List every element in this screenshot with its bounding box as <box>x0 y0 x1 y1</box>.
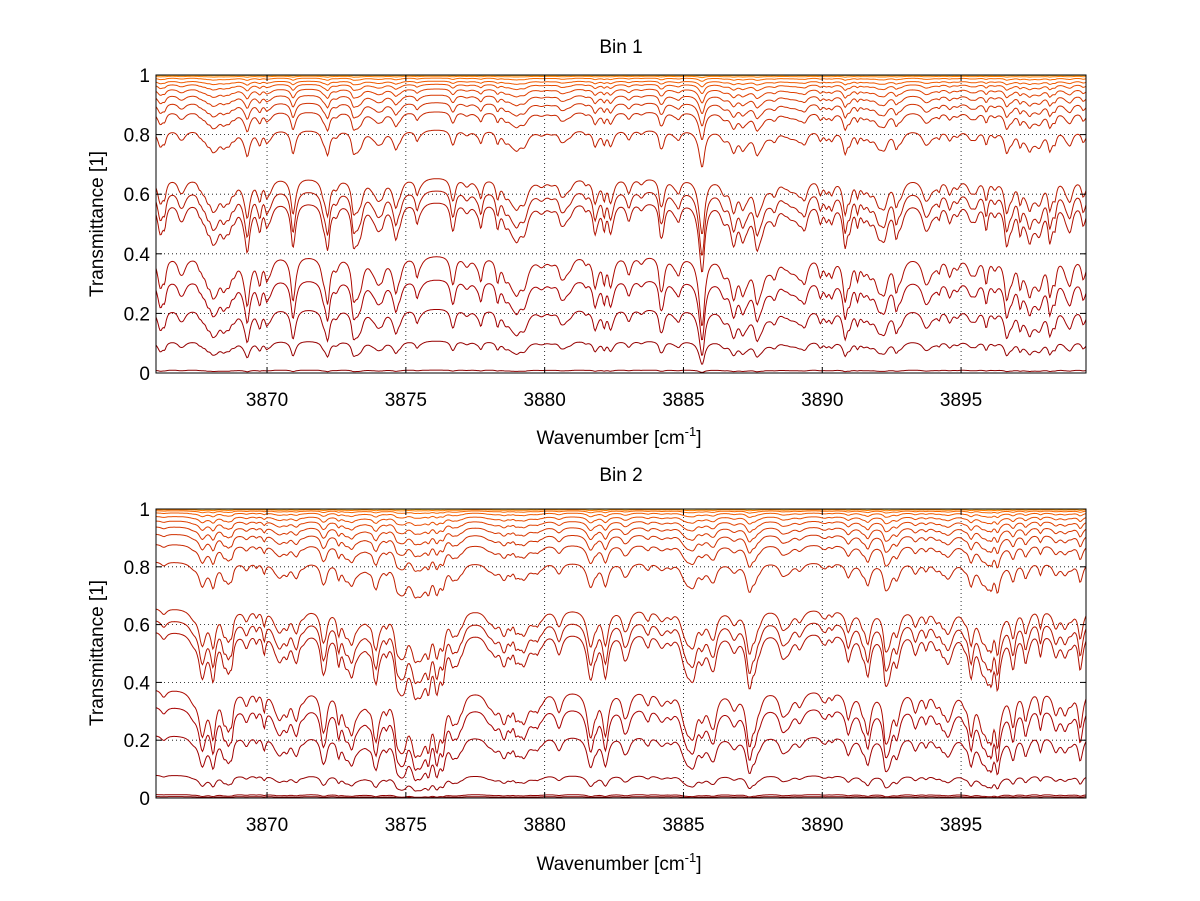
y-tick-label: 0.8 <box>124 126 150 147</box>
subplot-bin-1: Bin 1 3870 3875 3880 3885 3890 3895 0 0.2 0.4 0.… <box>87 37 1087 449</box>
series-line-layer-14 <box>155 83 1087 95</box>
grid-lines <box>156 75 1086 373</box>
series-line-layer-12 <box>155 94 1087 114</box>
series-line-layer-16 <box>155 512 1087 519</box>
series-line-layer-9 <box>155 129 1087 168</box>
y-tick-label: 0 <box>139 789 150 810</box>
x-tick-label: 3885 <box>662 815 704 836</box>
y-tick-label: 0.2 <box>124 304 150 325</box>
series-line-layer-6 <box>155 690 1087 759</box>
y-tick-label: 1 <box>139 66 150 87</box>
series-line-layer-13 <box>155 526 1087 546</box>
series-line-layer-8 <box>155 620 1087 685</box>
series-line-layer-5 <box>155 256 1087 326</box>
y-tick-label: 0.6 <box>124 185 150 206</box>
y-tick-label: 0.4 <box>124 245 151 266</box>
x-tick-label: 3875 <box>385 390 427 411</box>
series-line-layer-13 <box>155 88 1087 104</box>
y-tick-label: 0.8 <box>124 558 150 579</box>
y-tick-label: 1 <box>139 500 150 521</box>
series-line-layer-1 <box>155 369 1087 373</box>
x-tick-label: 3885 <box>662 390 704 411</box>
series-line-layer-8 <box>155 178 1087 235</box>
series-line-layer-10 <box>155 561 1087 599</box>
series-line-layer-5 <box>155 707 1087 771</box>
y-axis-label: Transmittance [1] <box>87 580 108 726</box>
x-tick-label: 3890 <box>801 390 843 411</box>
series-line-layer-4 <box>155 279 1087 341</box>
series-line-layer-3 <box>155 309 1087 356</box>
x-tick-label: 3895 <box>940 815 982 836</box>
grid-lines <box>156 509 1086 798</box>
series-line-layer-4 <box>155 735 1087 782</box>
x-tick-label: 3880 <box>524 390 566 411</box>
series-line-layer-11 <box>155 544 1087 572</box>
x-tick-label: 3870 <box>246 815 288 836</box>
series-line-layer-14 <box>155 520 1087 535</box>
series-line-layer-2 <box>156 794 1087 798</box>
x-ticks: 3870 3875 3880 3885 3890 3895 <box>246 75 982 411</box>
series-line-layer-12 <box>155 533 1087 558</box>
y-axis-label: Transmittance [1] <box>87 151 108 297</box>
series-line-layer-18 <box>156 509 1087 512</box>
series-line-layer-7 <box>155 632 1087 701</box>
series-line-layer-17 <box>155 75 1087 79</box>
series-line-layer-7 <box>155 190 1087 256</box>
y-ticks: 0 0.2 0.4 0.6 0.8 1 <box>124 66 1086 385</box>
chart-title: Bin 1 <box>599 37 642 58</box>
series-line-layer-16 <box>155 77 1087 82</box>
y-ticks: 0 0.2 0.4 0.6 0.8 1 <box>124 500 1086 810</box>
series-line-layer-2 <box>155 340 1087 365</box>
x-axis-label: Wavenumber [cm-1] <box>536 850 701 875</box>
series-line-layer-10 <box>155 111 1087 140</box>
series-line-layer-11 <box>155 102 1087 127</box>
y-tick-label: 0.4 <box>124 673 151 694</box>
x-tick-label: 3875 <box>385 815 427 836</box>
x-tick-label: 3870 <box>246 390 288 411</box>
series-line-layer-9 <box>155 608 1087 664</box>
series-line-layer-17 <box>156 510 1087 514</box>
y-tick-label: 0 <box>139 364 150 385</box>
x-tick-label: 3880 <box>524 815 566 836</box>
series-line-layer-3 <box>155 774 1087 792</box>
x-tick-label: 3890 <box>801 815 843 836</box>
subplot-bin-2: Bin 2 3870 3875 3880 3885 3890 3895 0 0.2 0.4 0.… <box>87 465 1087 875</box>
y-tick-label: 0.2 <box>124 731 150 752</box>
axes-box <box>155 508 1087 799</box>
series-line-layer-15 <box>155 516 1087 527</box>
x-axis-label: Wavenumber [cm-1] <box>536 424 701 449</box>
series-line-layer-1 <box>156 796 1086 799</box>
chart-title: Bin 2 <box>599 465 642 486</box>
x-ticks: 3870 3875 3880 3885 3890 3895 <box>246 509 982 836</box>
y-tick-label: 0.6 <box>124 616 150 637</box>
axes-box <box>155 74 1087 374</box>
series-line-layer-6 <box>155 202 1087 273</box>
series-line-layer-15 <box>155 80 1087 88</box>
x-tick-label: 3895 <box>940 390 982 411</box>
